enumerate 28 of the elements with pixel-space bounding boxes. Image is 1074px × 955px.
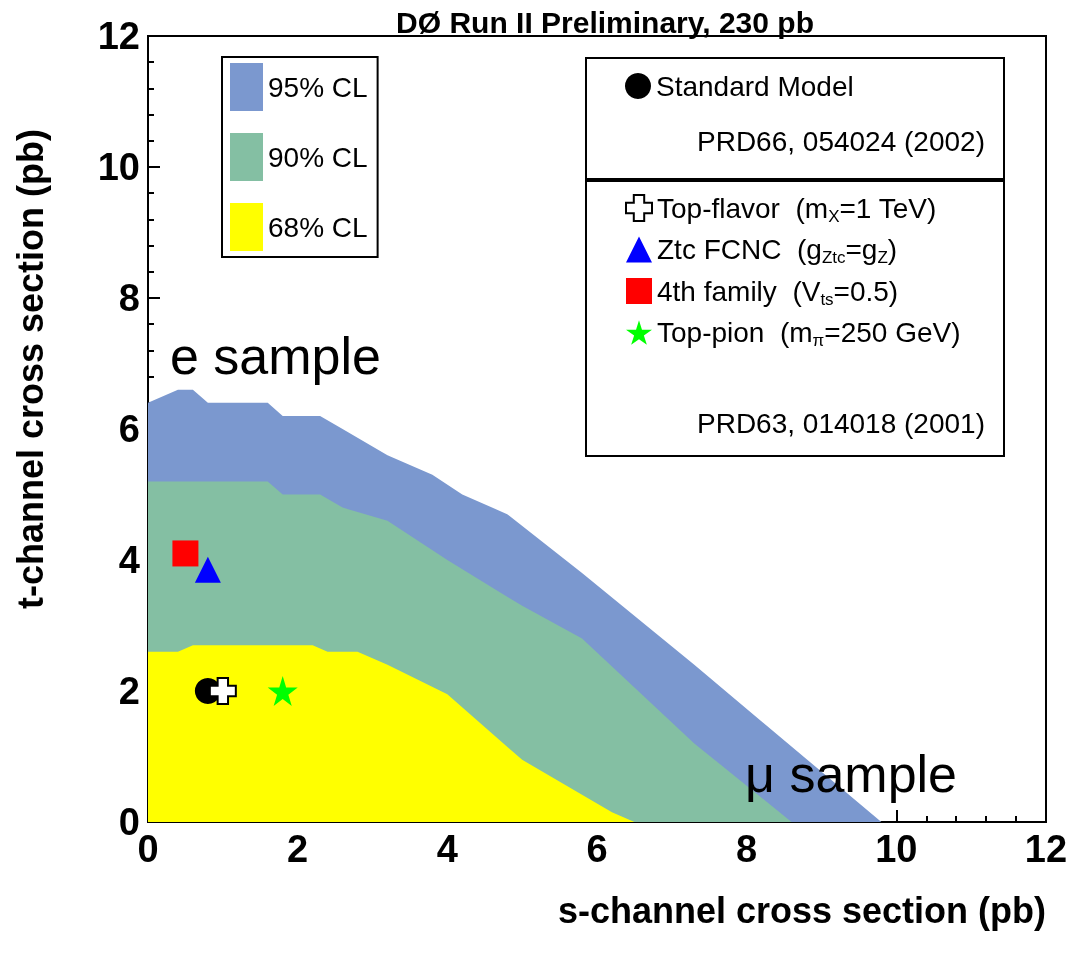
y-tick-label: 12 xyxy=(97,15,140,57)
x-tick-label: 10 xyxy=(875,828,918,870)
legend-label: 90% CL xyxy=(268,141,368,173)
y-tick-label: 6 xyxy=(118,408,140,450)
point xyxy=(208,677,237,705)
point xyxy=(267,676,298,706)
annotation: e sample xyxy=(170,327,381,385)
annotation: PRD66, 054024 (2002) xyxy=(697,125,985,157)
legend-label: Standard Model xyxy=(656,70,854,102)
annotation: PRD63, 014018 (2001) xyxy=(697,407,985,439)
x-tick-label: 6 xyxy=(586,828,608,870)
y-tick-label: 10 xyxy=(97,146,140,188)
legend-label: 95% CL xyxy=(268,71,368,103)
y-tick-label: 0 xyxy=(118,801,140,843)
y-tick-label: 2 xyxy=(118,670,140,712)
chart-title: DØ Run II Preliminary, 230 pb xyxy=(396,5,814,39)
y-axis-title: t-channel cross section (pb) xyxy=(9,128,51,610)
x-tick-label: 12 xyxy=(1024,828,1068,870)
y-tick-label: 8 xyxy=(118,277,140,319)
legend-label: 68% CL xyxy=(268,211,368,243)
point xyxy=(172,540,199,567)
x-tick-label: 2 xyxy=(287,828,309,870)
x-axis-title: s-channel cross section (pb) xyxy=(557,889,1046,931)
y-tick-label: 4 xyxy=(118,539,140,581)
x-tick-label: 4 xyxy=(436,828,458,870)
point xyxy=(194,556,221,583)
x-tick-label: 8 xyxy=(736,828,758,870)
annotation: μ sample xyxy=(745,745,958,803)
